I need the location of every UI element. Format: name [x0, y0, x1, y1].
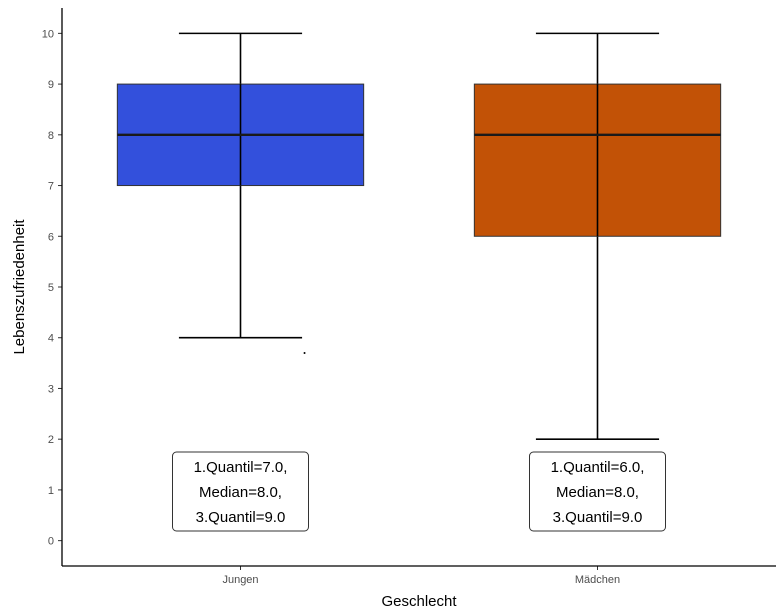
annotations: 1.Quantil=7.0,Median=8.0,3.Quantil=9.01.…	[172, 451, 666, 532]
y-tick-label: 9	[48, 79, 54, 91]
boxes	[116, 32, 722, 440]
box-0	[116, 32, 365, 354]
x-axis-title: Geschlecht	[381, 593, 457, 610]
y-tick-label: 3	[48, 383, 54, 395]
annotation-box	[172, 451, 309, 532]
y-tick-label: 6	[48, 231, 54, 243]
outlier-point	[303, 351, 306, 354]
annotation-1: 1.Quantil=6.0, Median=8.0, 3.Quantil=9.0	[529, 451, 666, 532]
y-tick-label: 2	[48, 434, 54, 446]
annotation-box	[529, 451, 666, 532]
annotation-line: Median=8.0,	[199, 484, 282, 501]
annotation-line: Median=8.0,	[556, 484, 639, 501]
annotation-0: 1.Quantil=7.0, Median=8.0, 3.Quantil=9.0	[172, 451, 309, 532]
x-tick-label: Jungen	[222, 574, 258, 586]
annotation-line: 1.Quantil=6.0,	[551, 459, 645, 476]
y-axis-ticks: 0 1 2 3 4 5 6 7 8 9 10	[42, 28, 62, 548]
box-1	[473, 32, 722, 440]
y-tick-label: 8	[48, 130, 54, 142]
annotation-line: 3.Quantil=9.0	[553, 509, 643, 526]
annotation-line: 1.Quantil=7.0,	[194, 459, 288, 476]
y-axis-title: Lebenszufriedenheit	[11, 219, 28, 355]
y-tick-label: 1	[48, 485, 54, 497]
y-tick-label: 5	[48, 282, 54, 294]
x-tick-label: Mädchen	[575, 574, 620, 586]
y-tick-label: 4	[48, 333, 54, 345]
annotation-line: 3.Quantil=9.0	[196, 509, 286, 526]
y-tick-label: 10	[42, 28, 54, 40]
y-tick-label: 0	[48, 536, 54, 548]
y-tick-label: 7	[48, 181, 54, 193]
x-axis-ticks: Jungen Mädchen	[222, 566, 620, 586]
